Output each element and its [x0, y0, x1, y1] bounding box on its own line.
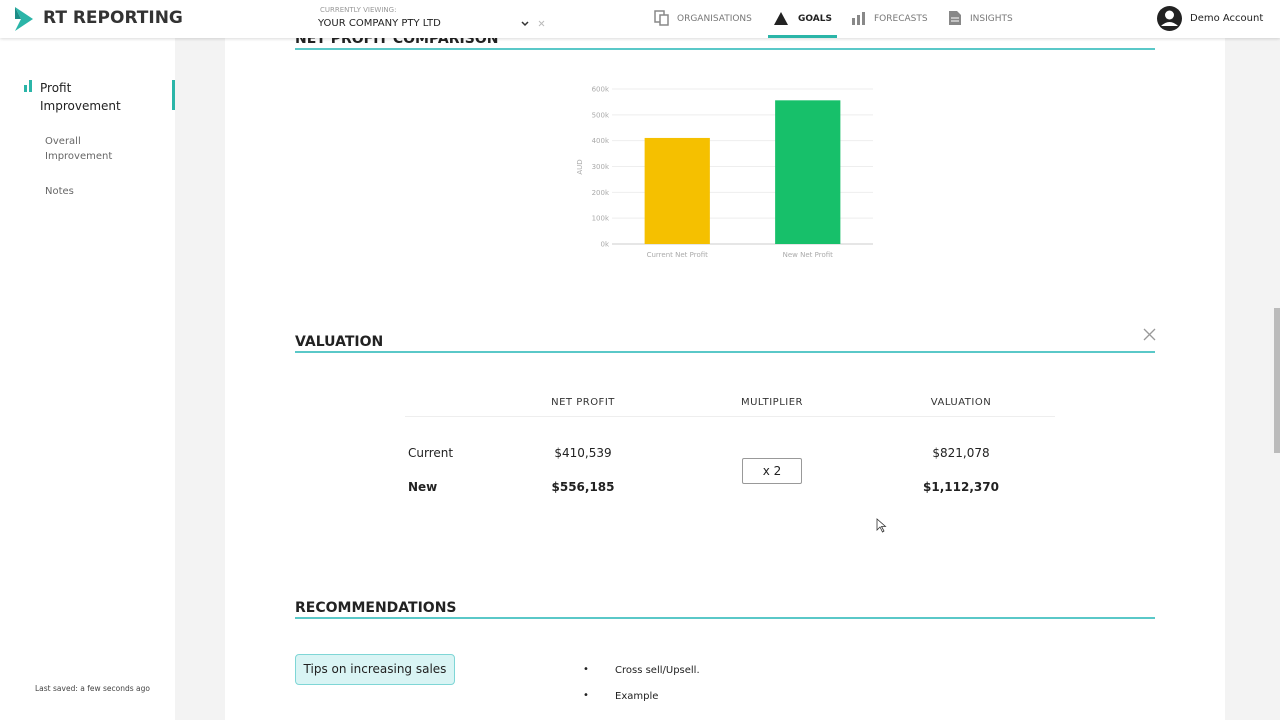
recommendations-title: RECOMMENDATIONS [295, 600, 457, 616]
nav-icon [774, 12, 788, 25]
column-header: NET PROFIT [551, 397, 615, 408]
y-tick-label: 300k [592, 163, 610, 171]
row-label: New [408, 480, 438, 494]
viewing-label: CURRENTLY VIEWING: [320, 6, 397, 14]
valuation-title: VALUATION [295, 334, 384, 350]
nav-icon [949, 11, 961, 25]
logo-text: RT REPORTING [43, 8, 183, 28]
y-tick-label: 0k [600, 241, 609, 249]
nav-icon [852, 12, 865, 25]
bar [775, 100, 841, 244]
menu-text: Overall [45, 136, 81, 147]
section-rule [295, 617, 1155, 619]
nav-item[interactable]: INSIGHTS [970, 14, 1013, 24]
section-rule [295, 48, 1155, 50]
menu-text: Improvement [45, 151, 113, 162]
account-icon[interactable] [1156, 5, 1183, 32]
column-header: MULTIPLIER [740, 397, 804, 408]
content-card [225, 38, 1225, 720]
scrollbar[interactable] [1274, 308, 1280, 453]
account-name[interactable]: Demo Account [1190, 13, 1264, 24]
y-tick-label: 200k [592, 189, 610, 197]
company-select[interactable]: YOUR COMPANY PTY LTD [318, 18, 441, 29]
menu-text: Profit [40, 81, 72, 95]
menu-icon [24, 80, 32, 92]
column-header: VALUATION [930, 397, 992, 408]
sidebar: Profit Improvement Overall Improvement Not… [0, 38, 175, 720]
table-rule [405, 416, 1055, 417]
menu-item-active[interactable]: Profit Improvement [40, 79, 121, 115]
active-indicator [172, 80, 175, 110]
y-tick-label: 600k [592, 86, 610, 94]
x-tick-label: Current Net Profit [647, 251, 709, 259]
section-title: VALUATION [295, 331, 383, 350]
y-tick-label: 500k [592, 111, 610, 119]
menu-text: Improvement [40, 99, 121, 113]
y-tick-label: 400k [592, 137, 610, 145]
nav-underline [768, 35, 837, 38]
bullet: • [583, 690, 589, 701]
nav-item[interactable]: ORGANISATIONS [677, 14, 752, 24]
x-tick-label: New Net Profit [783, 251, 834, 259]
tip: Cross sell/Upsell. [615, 665, 700, 676]
nav-item-active[interactable]: GOALS [798, 14, 832, 24]
cell: $1,112,370 [923, 480, 999, 494]
y-tick-label: 100k [592, 215, 610, 223]
last-saved: Last saved: a few seconds ago [35, 684, 150, 693]
tips-button[interactable]: Tips on increasing sales [295, 654, 455, 685]
row-label: Current [408, 446, 454, 460]
nav-icon [654, 10, 669, 26]
nav-item[interactable]: FORECASTS [874, 14, 928, 24]
multiplier-input[interactable]: x 2 [742, 458, 802, 484]
y-axis-label: AUD [576, 159, 584, 174]
select-controls[interactable] [520, 19, 550, 29]
close-button[interactable] [1143, 328, 1156, 341]
bar [644, 137, 710, 244]
logo-icon [15, 7, 33, 31]
chart: AUD 0k 100k 200k 300k 400k 500k 600k Current Ne… [576, 86, 873, 259]
menu-item[interactable]: Overall Improvement [45, 134, 112, 164]
section-rule [295, 351, 1155, 353]
cursor [876, 518, 887, 533]
section-title: RECOMMENDATIONS [295, 597, 457, 616]
cell: $410,539 [554, 446, 612, 460]
cell: $821,078 [932, 446, 990, 460]
tip: Example [615, 691, 659, 702]
header: RT REPORTING CURRENTLY VIEWING: YOUR COM… [0, 0, 1280, 38]
menu-item[interactable]: Notes [45, 186, 74, 197]
cell: $556,185 [551, 480, 615, 494]
bullet: • [583, 664, 589, 675]
